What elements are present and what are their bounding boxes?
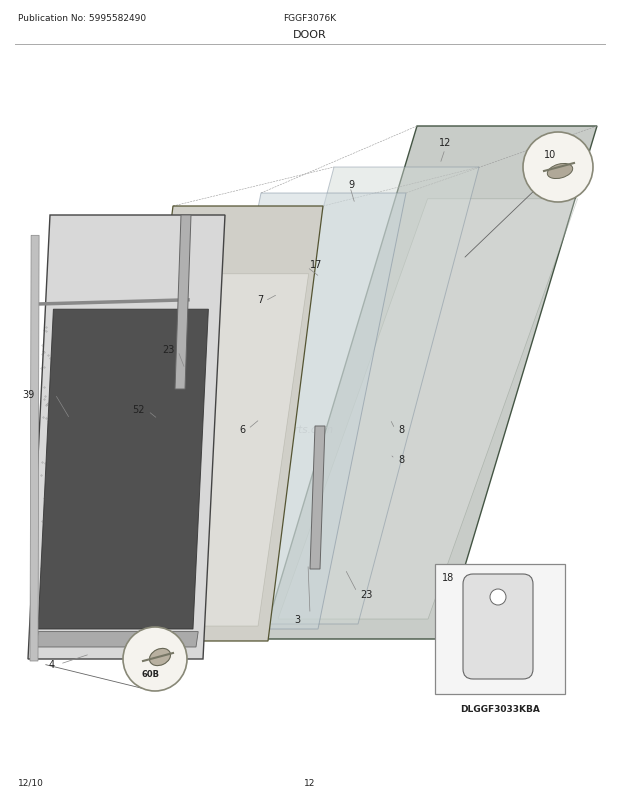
Bar [435, 565, 565, 695]
Text: Publication No: 5995582490: Publication No: 5995582490 [18, 14, 146, 23]
Text: 17: 17 [310, 260, 322, 269]
Text: 12: 12 [304, 778, 316, 787]
Polygon shape [263, 127, 597, 639]
Text: 6: 6 [239, 424, 245, 435]
Polygon shape [128, 274, 309, 626]
Circle shape [523, 133, 593, 203]
Text: 7: 7 [257, 294, 263, 305]
Polygon shape [30, 236, 39, 661]
Text: 39: 39 [23, 390, 35, 399]
Polygon shape [213, 168, 479, 624]
Text: 60B: 60B [141, 669, 159, 678]
Polygon shape [173, 194, 406, 630]
Text: 12: 12 [439, 138, 451, 148]
Text: 4: 4 [49, 659, 55, 669]
Polygon shape [278, 200, 578, 619]
Text: 9: 9 [348, 180, 354, 190]
Circle shape [123, 627, 187, 691]
Text: DLGGF3033KBA: DLGGF3033KBA [460, 704, 540, 713]
Polygon shape [175, 216, 191, 390]
Text: 18: 18 [442, 573, 454, 582]
Text: 23: 23 [360, 589, 373, 599]
Text: 8: 8 [398, 455, 404, 464]
Text: eReplacementParts.com: eReplacementParts.com [206, 424, 334, 435]
Text: 10: 10 [544, 150, 556, 160]
FancyBboxPatch shape [463, 574, 533, 679]
Polygon shape [118, 207, 323, 642]
Text: 52: 52 [133, 404, 145, 415]
Text: FGGF3076K: FGGF3076K [283, 14, 337, 23]
Polygon shape [38, 310, 208, 630]
Text: 12/10: 12/10 [18, 778, 44, 787]
Polygon shape [310, 427, 325, 569]
Text: 3: 3 [294, 614, 300, 624]
Circle shape [490, 589, 506, 606]
Text: 23: 23 [162, 345, 175, 354]
Text: 8: 8 [398, 424, 404, 435]
Polygon shape [36, 632, 198, 647]
Ellipse shape [547, 164, 573, 180]
Ellipse shape [149, 649, 170, 666]
Polygon shape [28, 216, 225, 659]
Text: DOOR: DOOR [293, 30, 327, 40]
